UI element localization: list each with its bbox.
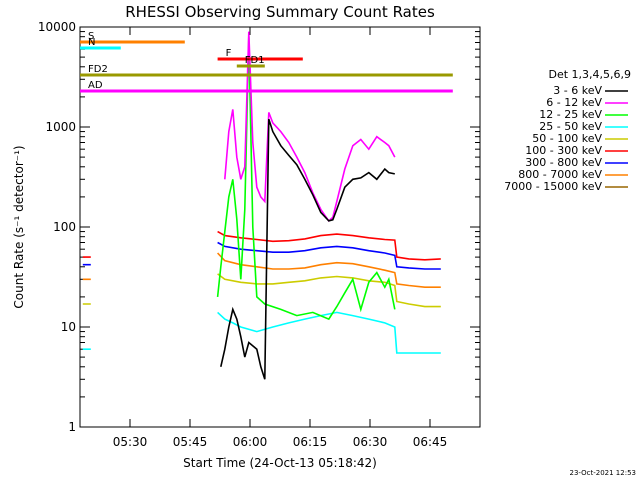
legend-label: 100 - 300 keV (525, 144, 602, 157)
x-tick-label: 06:45 (413, 435, 448, 449)
trace-line (220, 118, 395, 380)
legend-label: 300 - 800 keV (525, 156, 602, 169)
y-tick-label: 1 (68, 420, 76, 434)
legend-label: 25 - 50 keV (539, 120, 602, 133)
plot-frame (79, 26, 481, 428)
y-tick-label: 10 (61, 320, 76, 334)
legend-label: 7000 - 15000 keV (504, 180, 602, 193)
attenuator-bar-group: SN F FD1 FD2 AD (80, 31, 453, 93)
trace-line (82, 241, 441, 270)
legend-label: 3 - 6 keV (553, 84, 602, 97)
x-tick-label: 05:45 (173, 435, 208, 449)
legend-label: 800 - 7000 keV (518, 168, 602, 181)
trace-line (216, 36, 396, 321)
x-tick-label: 06:00 (233, 435, 268, 449)
y-tick-label: 10000 (38, 20, 76, 34)
attenuator-label: AD (88, 80, 103, 91)
attenuator-label: F (226, 48, 232, 59)
trace-line (82, 252, 441, 288)
legend-label: 12 - 25 keV (539, 108, 602, 121)
attenuator-label: S (88, 31, 94, 42)
trace-line (82, 230, 441, 261)
y-tick-label: 1000 (45, 120, 76, 134)
x-tick-label: 06:30 (353, 435, 388, 449)
plot-area: 05:30 05:45 06:00 06:15 06:30 06:45 1 10 100 1000… (38, 20, 481, 449)
trace-line (224, 31, 396, 223)
trace-line (82, 311, 441, 354)
y-axis-label: Count Rate (s⁻¹ detector⁻¹) (12, 145, 26, 308)
trace-group (82, 31, 441, 380)
x-tick-label: 06:15 (293, 435, 328, 449)
chart-title: RHESSI Observing Summary Count Rates (125, 3, 435, 21)
trace-line (82, 273, 441, 308)
y-tick-label: 100 (53, 220, 76, 234)
attenuator-label: FD2 (88, 64, 108, 75)
legend-label: 50 - 100 keV (532, 132, 602, 145)
axis-ticks: 05:30 05:45 06:00 06:15 06:30 06:45 1 10 100 1000… (38, 20, 480, 449)
x-tick-label: 05:30 (113, 435, 148, 449)
timestamp-label: 23-Oct-2021 12:53 (570, 469, 636, 477)
attenuator-label: N (88, 37, 95, 48)
x-axis-label: Start Time (24-Oct-13 05:18:42) (183, 456, 377, 470)
legend-title: Det 1,3,4,5,6,9 (548, 68, 631, 81)
legend-label: 6 - 12 keV (546, 96, 602, 109)
attenuator-label: FD1 (245, 55, 265, 66)
